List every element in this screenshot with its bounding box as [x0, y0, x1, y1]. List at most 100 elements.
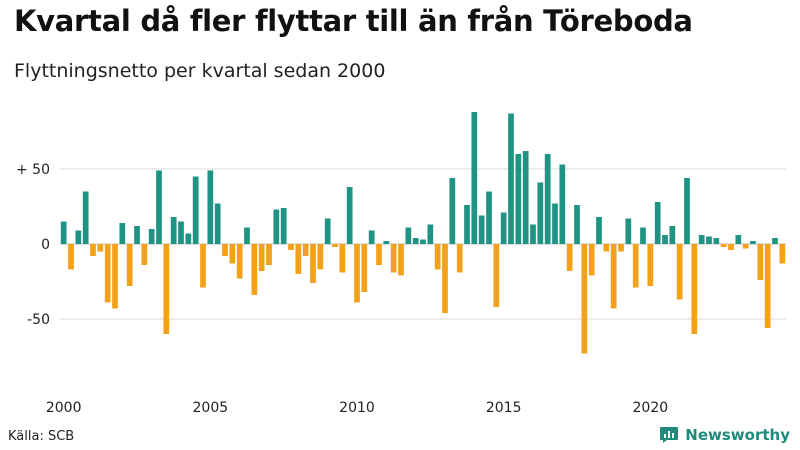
x-tick-label: 2010	[339, 400, 375, 416]
bars	[60, 112, 786, 354]
x-tick-label: 2020	[633, 400, 669, 416]
bar	[764, 244, 771, 328]
newsworthy-logo-icon	[660, 427, 679, 443]
bar	[552, 203, 558, 244]
bar	[354, 244, 360, 303]
brand: Newsworthy	[659, 426, 790, 444]
bar	[662, 235, 668, 244]
bar	[566, 244, 573, 271]
bar	[471, 112, 478, 244]
bar	[772, 238, 778, 244]
bar	[522, 151, 529, 244]
bar	[456, 244, 463, 273]
bar	[97, 244, 104, 252]
y-tick-label: + 50	[16, 162, 50, 178]
bar	[625, 218, 632, 244]
bar	[420, 239, 426, 244]
bar	[295, 244, 302, 274]
bar	[119, 223, 126, 244]
bar	[596, 217, 602, 244]
bar	[610, 244, 617, 309]
bar	[310, 244, 316, 283]
x-tick-label: 2000	[46, 400, 82, 416]
bar	[317, 244, 324, 270]
bar	[383, 241, 390, 244]
y-tick-label: -50	[27, 312, 50, 328]
bar	[405, 227, 412, 244]
bar	[90, 244, 96, 256]
bar	[464, 205, 470, 244]
bar	[757, 244, 764, 280]
bar	[581, 244, 588, 354]
chart-subtitle: Flyttningsnetto per kvartal sedan 2000	[14, 60, 386, 82]
bar	[669, 226, 676, 244]
bar	[654, 202, 661, 244]
bar	[706, 236, 712, 244]
bar	[229, 244, 236, 264]
bar	[178, 221, 184, 244]
bar	[742, 244, 749, 249]
bar	[163, 244, 170, 334]
bar	[251, 244, 258, 295]
bar	[200, 244, 206, 288]
bar	[559, 164, 566, 244]
bar	[214, 203, 221, 244]
bar	[156, 170, 162, 244]
bar	[398, 244, 404, 276]
bar	[530, 224, 536, 244]
bar	[346, 187, 353, 244]
bar	[170, 217, 177, 244]
bar	[493, 244, 500, 307]
bar	[508, 113, 514, 244]
bar	[632, 244, 639, 288]
bar	[258, 244, 265, 271]
bar	[720, 244, 727, 247]
bar	[544, 154, 551, 244]
bar	[728, 244, 734, 250]
bar	[574, 205, 580, 244]
bar	[588, 244, 595, 276]
bar	[750, 241, 756, 244]
bar	[302, 244, 309, 256]
bar	[647, 244, 654, 286]
bar	[244, 227, 250, 244]
bar	[112, 244, 118, 309]
bar	[427, 224, 434, 244]
bar	[207, 170, 214, 244]
bar	[478, 215, 485, 244]
bar	[691, 244, 698, 334]
bar	[368, 230, 375, 244]
brand-name: Newsworthy	[685, 426, 790, 444]
bar	[500, 212, 507, 244]
y-tick-label: 0	[41, 237, 50, 253]
chart-title: Kvartal då fler flyttar till än från Tör…	[14, 4, 693, 38]
bar	[684, 178, 690, 244]
bar	[148, 229, 155, 244]
bar	[442, 244, 448, 313]
bar	[376, 244, 382, 265]
bar	[735, 235, 742, 244]
bar	[603, 244, 610, 252]
bar	[339, 244, 346, 273]
bar	[434, 244, 441, 270]
bar	[515, 154, 522, 244]
bar	[185, 233, 192, 244]
source-note: Källa: SCB	[8, 429, 75, 444]
bar	[266, 244, 272, 265]
bar	[324, 218, 331, 244]
bar	[640, 227, 646, 244]
x-tick-label: 2005	[193, 400, 229, 416]
bar	[676, 244, 683, 300]
bar	[361, 244, 368, 292]
bar	[713, 238, 720, 244]
bar	[273, 209, 280, 244]
bar	[280, 208, 287, 244]
bar	[75, 230, 82, 244]
bar	[141, 244, 148, 265]
bar	[618, 244, 624, 252]
axis-labels: + 50 0 -50 2000 2005 2010 2015 2020	[16, 162, 668, 416]
bar	[236, 244, 243, 279]
bar	[332, 244, 338, 247]
bar	[390, 244, 397, 273]
